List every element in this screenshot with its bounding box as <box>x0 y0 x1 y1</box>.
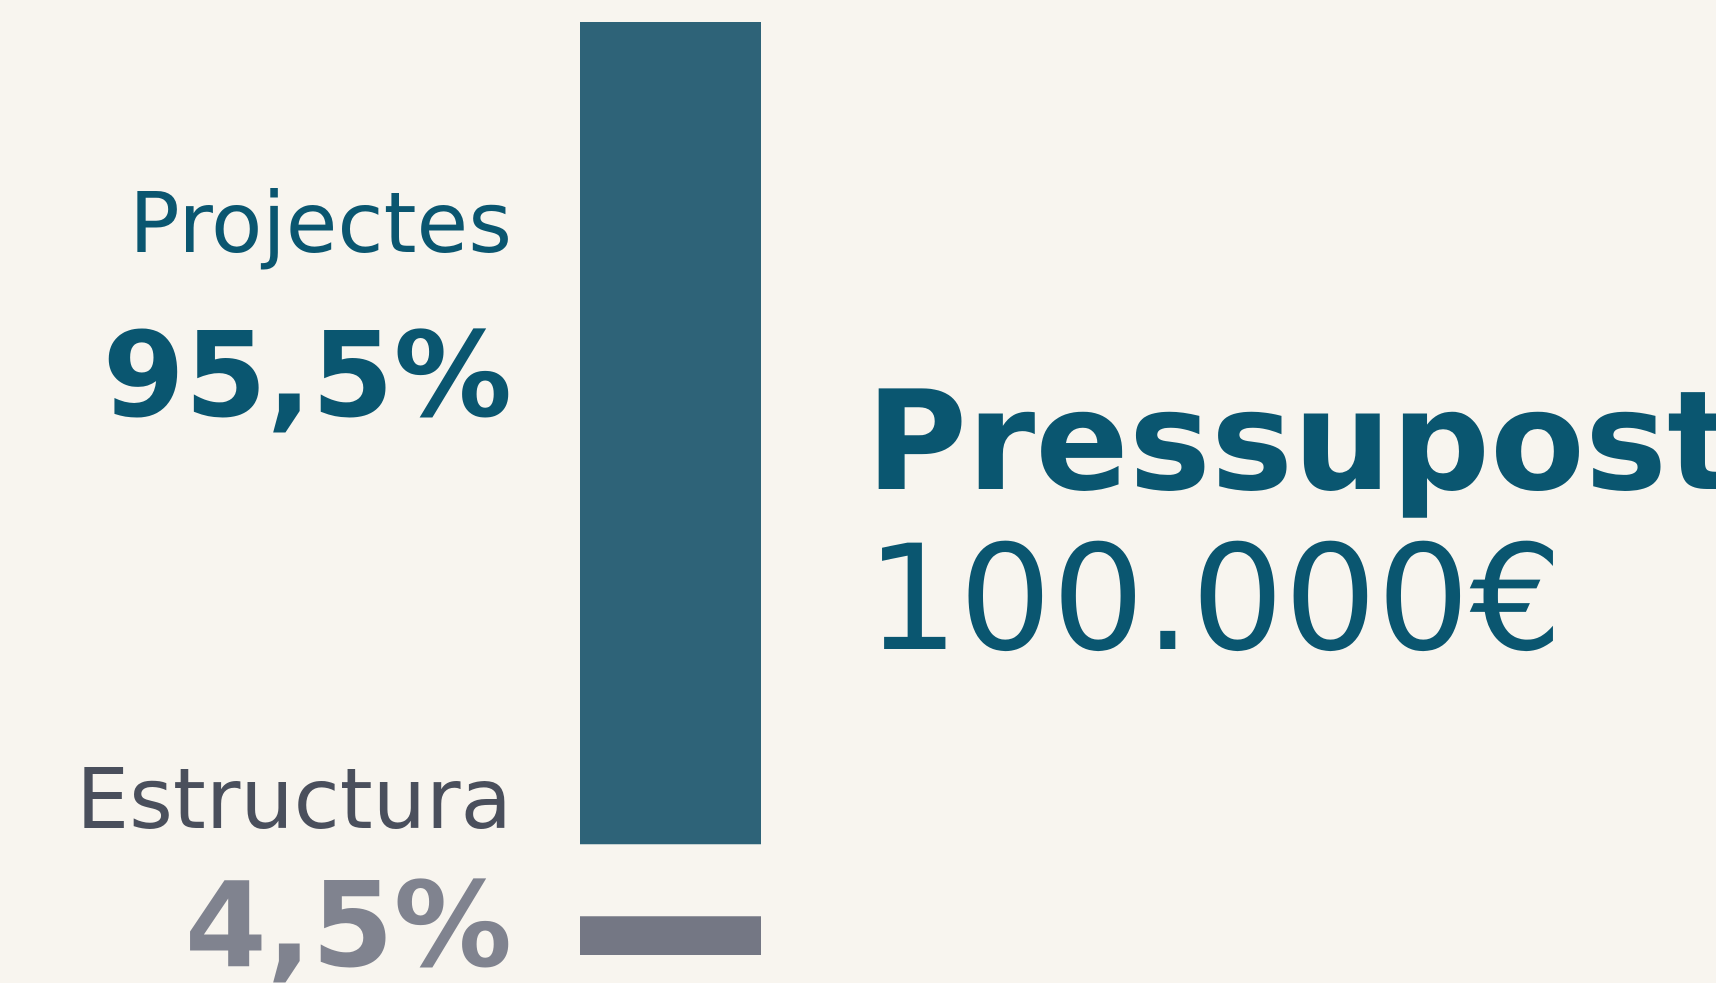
legend-label: Estructura <box>76 750 512 848</box>
bar-segment <box>580 22 761 845</box>
data-label: 4,5% <box>185 856 512 983</box>
legend-label: Projectes <box>129 174 512 272</box>
chart-title: Pressupost <box>866 361 1716 522</box>
data-label: 95,5% <box>103 306 512 444</box>
bar-segment <box>580 916 761 955</box>
chart-subtitle: 100.000€ <box>866 514 1563 684</box>
